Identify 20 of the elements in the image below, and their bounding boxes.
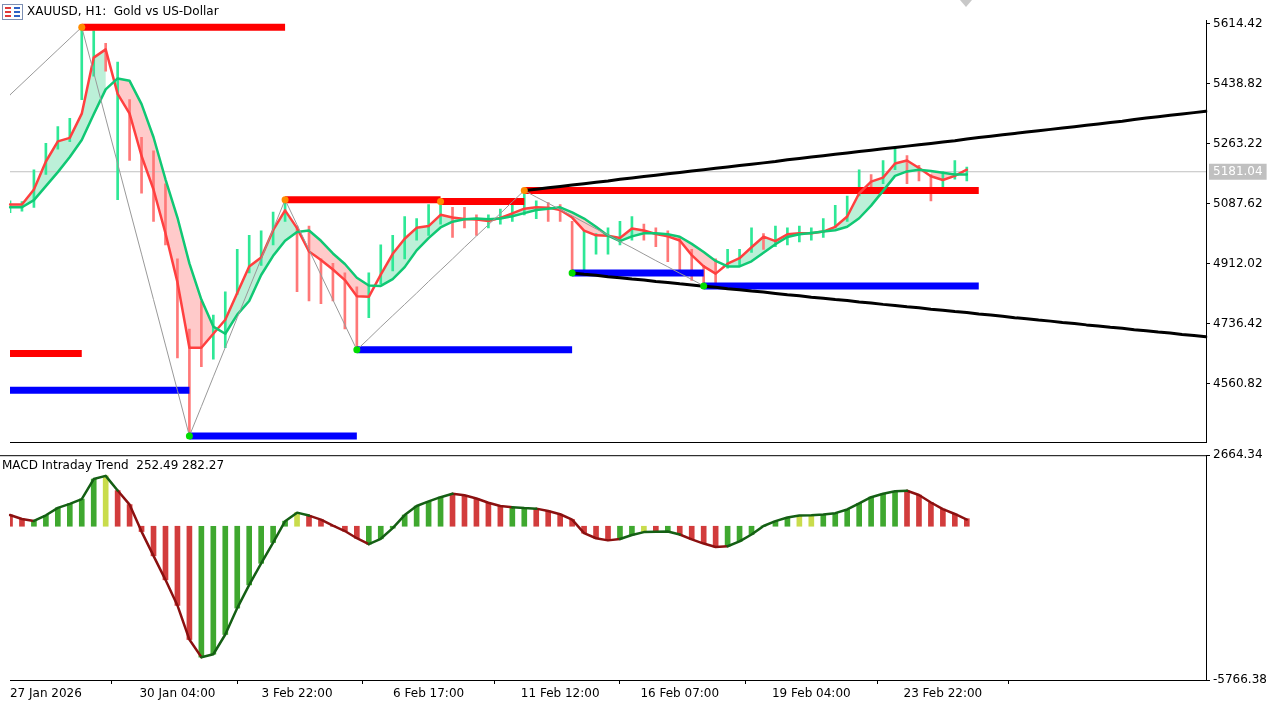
- x-tick-label: 6 Feb 17:00: [393, 686, 465, 701]
- y-tick-label: 4560.82: [1213, 375, 1263, 390]
- y-tick-label: 4912.02: [1213, 255, 1263, 270]
- y-tick-label: 5438.82: [1213, 75, 1263, 90]
- ref-line-label: 5181.04: [1213, 164, 1263, 179]
- x-tick-label: 30 Jan 04:00: [139, 686, 216, 701]
- chart-title: MACD Intraday Trend 252.49 282.27: [2, 458, 225, 473]
- x-tick-label: 11 Feb 12:00: [520, 686, 600, 701]
- y-tick-label: 2664.34: [1213, 447, 1263, 462]
- y-tick-label: -5766.38: [1213, 672, 1267, 687]
- x-tick-label: 23 Feb 22:00: [903, 686, 983, 701]
- x-tick-label: 27 Jan 2026: [9, 686, 82, 701]
- chart-title: XAUUSD, H1: Gold vs US-Dollar: [27, 4, 219, 19]
- y-tick-label: 5263.22: [1213, 135, 1263, 150]
- y-tick-label: 5614.42: [1213, 15, 1263, 30]
- x-tick-label: 3 Feb 22:00: [261, 686, 333, 701]
- x-tick-label: 19 Feb 04:00: [771, 686, 851, 701]
- y-tick-label: 4736.42: [1213, 315, 1263, 330]
- x-tick-label: 16 Feb 07:00: [640, 686, 720, 701]
- y-tick-label: 5087.62: [1213, 195, 1263, 210]
